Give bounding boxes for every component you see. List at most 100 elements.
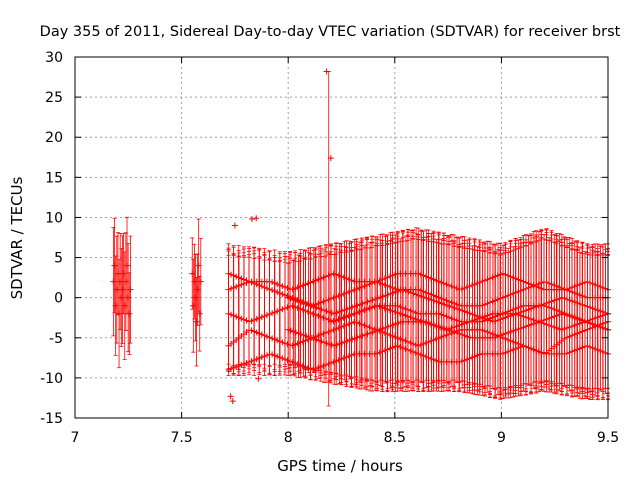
- track-point: [571, 299, 578, 306]
- track-point: [269, 351, 276, 358]
- track-point: [581, 302, 588, 309]
- track-point: [321, 307, 328, 314]
- track-point: [228, 271, 235, 278]
- track-point: [274, 289, 281, 296]
- track-point: [448, 324, 455, 331]
- track-point: [417, 341, 424, 348]
- track-error-bar: [400, 230, 405, 382]
- track-point: [258, 314, 265, 321]
- track-point: [294, 304, 301, 311]
- track-point: [358, 308, 365, 315]
- track-point: [369, 329, 376, 336]
- track-point: [315, 364, 322, 371]
- track-point: [305, 301, 312, 308]
- track-point: [553, 324, 560, 331]
- track-point: [308, 334, 315, 341]
- track-point: [284, 357, 291, 364]
- track-point: [315, 332, 322, 339]
- cluster-point: [197, 278, 204, 285]
- track-point: [384, 306, 391, 313]
- track-point: [522, 314, 529, 321]
- track-point: [338, 307, 345, 314]
- track-point: [243, 277, 250, 284]
- track-error-bar: [308, 258, 313, 380]
- track-error-bar: [257, 249, 262, 367]
- track-point: [318, 306, 325, 313]
- track-point: [335, 316, 342, 323]
- track-error-bar: [328, 243, 333, 374]
- track-point: [333, 341, 340, 348]
- track-point: [353, 309, 360, 316]
- track-point: [354, 334, 361, 341]
- track-point: [520, 313, 527, 320]
- track-point: [225, 366, 232, 373]
- plot-frame: [74, 56, 609, 419]
- track-point: [366, 305, 373, 312]
- track-point: [530, 316, 537, 323]
- track-point: [338, 339, 345, 346]
- track-point: [394, 309, 401, 316]
- track-point: [417, 287, 424, 294]
- track-error-bar: [362, 247, 367, 390]
- track-point: [592, 306, 599, 313]
- track-point: [233, 363, 240, 370]
- y-tick-label: 15: [45, 170, 63, 186]
- track-error-bar: [318, 247, 323, 374]
- track-point: [228, 311, 235, 318]
- track-point: [427, 321, 434, 328]
- track-point: [461, 332, 468, 339]
- track-point: [253, 356, 260, 363]
- track-point: [420, 294, 427, 301]
- track-error-bar: [231, 255, 236, 376]
- track-point: [256, 355, 263, 362]
- track-point: [417, 271, 424, 278]
- track-error-bar: [531, 237, 536, 389]
- track-point: [246, 359, 253, 366]
- track-point: [330, 317, 337, 324]
- x-tick-label: 7.5: [170, 430, 192, 446]
- cluster-point: [127, 286, 134, 293]
- track-error-bar: [549, 230, 554, 383]
- track-point: [602, 311, 609, 318]
- track-point: [436, 299, 443, 306]
- track-point: [320, 314, 327, 321]
- track-point: [287, 295, 294, 302]
- track-point: [587, 316, 594, 323]
- track-point: [238, 361, 245, 368]
- track-error-bar: [570, 248, 575, 397]
- track-point: [597, 308, 604, 315]
- track-point: [285, 294, 292, 301]
- track-point: [304, 280, 311, 287]
- track-point: [313, 304, 320, 311]
- track-error-bar: [410, 231, 415, 385]
- track-point: [407, 314, 414, 321]
- track-error-bar: [301, 249, 306, 369]
- track-point: [456, 306, 463, 313]
- y-tick-label: 10: [45, 210, 63, 226]
- track-point: [248, 317, 255, 324]
- track-point: [389, 308, 396, 315]
- track-point: [446, 303, 453, 310]
- x-tick-label: 8.5: [384, 430, 406, 446]
- track-point: [409, 315, 416, 322]
- track-point: [397, 310, 404, 317]
- track-point: [315, 300, 322, 307]
- track-point: [461, 320, 468, 327]
- track-point: [233, 273, 240, 280]
- track-point: [561, 325, 568, 332]
- track-error-bar: [439, 238, 444, 388]
- cluster-point: [126, 310, 133, 317]
- track-point: [386, 307, 393, 314]
- track-point: [297, 299, 304, 306]
- track-point: [349, 304, 356, 311]
- track-error-bar: [277, 257, 282, 372]
- track-point: [576, 300, 583, 307]
- y-tick-label: 20: [45, 130, 63, 146]
- track-point: [540, 320, 547, 327]
- track-point: [425, 295, 432, 302]
- x-tick-label: 7: [71, 430, 80, 446]
- track-point: [558, 326, 565, 333]
- spike-point: [231, 222, 238, 229]
- track-point: [400, 286, 407, 293]
- track-error-bar: [431, 235, 436, 386]
